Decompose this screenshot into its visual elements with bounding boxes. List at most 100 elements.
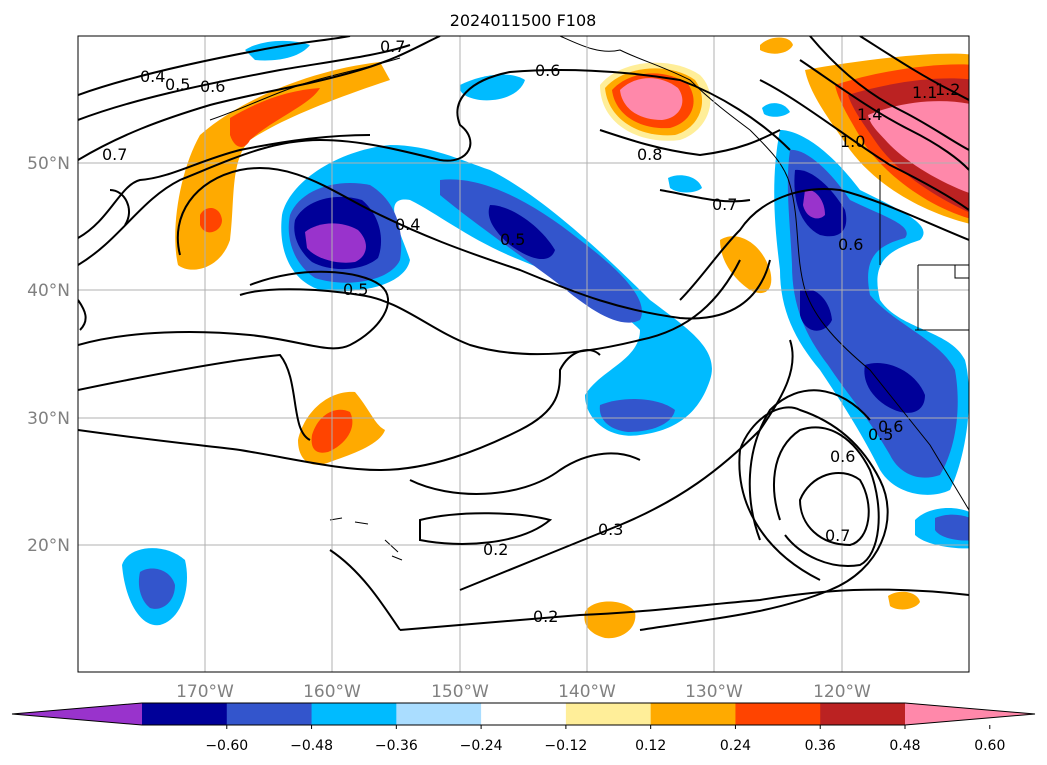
contour-label: 0.4	[395, 215, 420, 234]
lat-label: 40°N	[27, 281, 70, 301]
contour-line	[78, 299, 87, 331]
contour-line	[78, 69, 791, 266]
colorbar-segment	[735, 703, 821, 725]
lon-label: 160°W	[303, 682, 361, 702]
contour-line	[679, 188, 969, 301]
negative-anomaly-area	[459, 74, 525, 101]
negative-anomaly-area	[864, 363, 925, 413]
positive-anomaly-area	[888, 591, 920, 610]
colorbar-tick-label: 0.12	[635, 738, 666, 754]
contour-labels: 0.4 0.5 0.6 0.7 0.6 0.8 0.7 0.4 0.5 0.5 …	[102, 37, 960, 626]
lon-label: 130°W	[685, 682, 743, 702]
contour-line	[659, 189, 751, 203]
colorbar-segment	[565, 703, 652, 725]
colorbar-tick-label: 0.48	[889, 738, 920, 754]
contour-line	[78, 36, 441, 161]
negative-anomaly-area	[488, 205, 555, 260]
positive-anomaly-area	[868, 101, 969, 193]
colorbar-extend-high	[905, 703, 1035, 725]
shaded-anomaly-field	[122, 37, 969, 639]
contour-line	[639, 406, 889, 631]
positive-anomaly-area	[584, 601, 636, 639]
colorbar-tick-label: 0.60	[974, 738, 1005, 754]
contour-line	[329, 549, 401, 631]
contour-label: 1.0	[840, 132, 865, 151]
contour-label: 0.6	[200, 77, 225, 96]
contour-line	[419, 512, 553, 545]
contour-line	[176, 167, 771, 320]
contour-label: 0.5	[165, 75, 190, 94]
contour-line	[759, 79, 969, 211]
contour-label: 0.7	[825, 526, 850, 545]
contour-line	[109, 189, 130, 226]
colorbar-tick-label: −0.60	[205, 738, 248, 754]
contour-label: 0.6	[830, 447, 855, 466]
contour-line	[78, 36, 351, 96]
coastline	[329, 517, 403, 561]
contour-label: 1.1	[912, 83, 937, 102]
positive-anomaly-area	[230, 88, 320, 147]
longitude-labels: 170°W 160°W 150°W 140°W 130°W 120°W	[176, 682, 871, 702]
positive-anomaly-area	[620, 78, 683, 120]
contour-line	[748, 389, 871, 541]
colorbar-tick-label: 0.24	[720, 738, 751, 754]
contour-label: 0.2	[483, 540, 508, 559]
lon-label: 150°W	[431, 682, 489, 702]
colorbar-extend-low	[12, 703, 142, 725]
contour-label: 0.7	[712, 195, 737, 214]
contour-label: 0.2	[533, 607, 558, 626]
lon-label: 120°W	[813, 682, 871, 702]
contour-line	[78, 44, 411, 121]
contour-label: 0.6	[535, 61, 560, 80]
contour-label: 0.5	[500, 230, 525, 249]
contour-label: 0.3	[598, 520, 623, 539]
negative-anomaly-area	[762, 103, 790, 117]
lat-label: 50°N	[27, 154, 70, 174]
negative-anomaly-area	[803, 189, 825, 219]
contour-label: 0.7	[102, 145, 127, 164]
contour-line	[78, 134, 371, 239]
colorbar: −0.60 −0.48 −0.36 −0.24 −0.12 0.12 0.24 0.36 0.4…	[11, 702, 1036, 754]
contour-line	[798, 471, 870, 547]
contour-label: 0.5	[868, 425, 893, 444]
colorbar-segment	[481, 703, 567, 725]
map-plot: 0.4 0.5 0.6 0.7 0.6 0.8 0.7 0.4 0.5 0.5 …	[78, 36, 969, 672]
contour-line	[399, 588, 969, 631]
colorbar-segment	[142, 703, 228, 725]
figure-title: 2024011500 F108	[450, 11, 597, 30]
negative-anomaly-area	[668, 175, 702, 193]
contour-label: 0.6	[878, 417, 903, 436]
contour-lines	[78, 36, 969, 631]
colorbar-segment	[820, 703, 906, 725]
contour-line	[773, 426, 880, 567]
colorbar-outline	[11, 702, 1036, 726]
positive-anomaly-area	[760, 37, 793, 54]
latitude-labels: 50°N 40°N 30°N 20°N	[27, 154, 70, 556]
colorbar-segment	[311, 703, 397, 725]
negative-anomaly-area	[305, 223, 366, 263]
contour-line	[78, 353, 311, 441]
negative-anomaly-area	[800, 289, 832, 331]
negative-anomaly-area	[599, 398, 675, 432]
contour-line	[599, 129, 781, 157]
negative-anomaly-area	[138, 568, 175, 609]
colorbar-tick-label: −0.24	[460, 738, 503, 754]
lat-label: 30°N	[27, 409, 70, 429]
colorbar-tick-label: −0.12	[544, 738, 587, 754]
colorbar-tick-label: 0.36	[805, 738, 836, 754]
positive-anomaly-area	[175, 62, 390, 270]
positive-anomaly-area	[720, 236, 772, 294]
coastline	[559, 36, 969, 511]
contour-label: 1.4	[857, 105, 882, 124]
contour-label: 0.5	[343, 280, 368, 299]
contour-line	[78, 270, 390, 350]
contour-line	[78, 349, 601, 472]
contour-line	[859, 36, 969, 101]
colorbar-segment	[226, 703, 313, 725]
contour-line	[409, 452, 641, 495]
plot-frame	[77, 35, 970, 673]
contour-line	[799, 59, 969, 171]
colorbar-tick-label: −0.48	[290, 738, 333, 754]
lon-label: 170°W	[176, 682, 234, 702]
